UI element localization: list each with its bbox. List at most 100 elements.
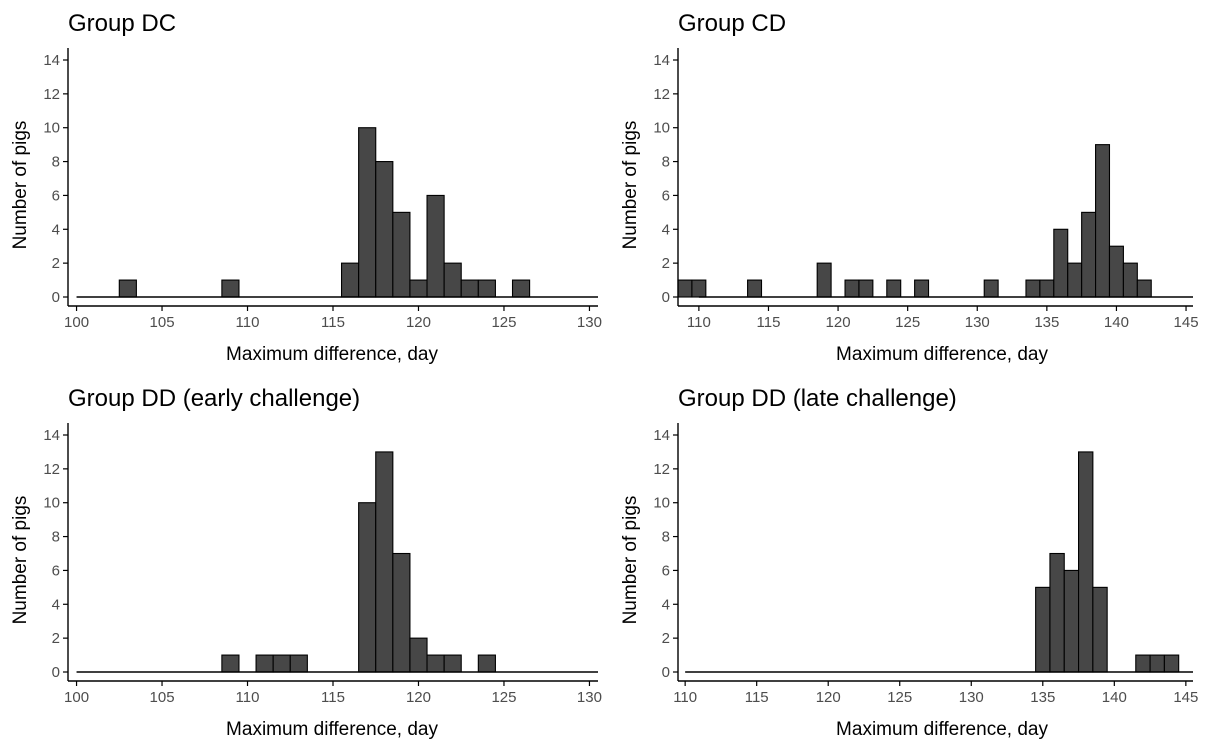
histogram-bar [1025, 279, 1041, 298]
x-tick-label: 145 [1174, 314, 1199, 331]
y-tick-label: 0 [662, 289, 670, 306]
x-tick-label: 115 [321, 314, 345, 331]
x-tick-label: 120 [816, 689, 841, 706]
x-tick-label: 145 [1173, 689, 1198, 706]
x-tick-label: 130 [577, 689, 602, 706]
y-ticks: 0 2 4 6 8 10 12 14 [43, 52, 68, 306]
x-tick-label: 100 [64, 689, 89, 706]
histogram-bar [1063, 569, 1080, 673]
histogram-bar [1163, 654, 1180, 673]
y-tick-label: 14 [653, 427, 670, 444]
panel-group-dd-early: Group DD (early challenge) Number of pig… [10, 385, 602, 740]
histogram-bar [375, 451, 394, 673]
y-tick-label: 2 [52, 255, 60, 272]
y-tick-label: 4 [52, 221, 60, 238]
y-axis-label: Number of pigs [10, 496, 31, 625]
y-tick-label: 14 [653, 52, 670, 69]
histogram-bar [1135, 654, 1151, 673]
histogram-bar [691, 279, 707, 298]
x-tick-label: 105 [150, 314, 175, 331]
histogram-bar [358, 127, 377, 298]
histogram-bar [886, 279, 902, 298]
histogram-bar [426, 654, 445, 673]
x-tick-label: 130 [959, 689, 984, 706]
x-tick-label: 135 [1034, 314, 1059, 331]
x-ticks: 100 105 110 115 120 125 130 [64, 306, 602, 331]
y-tick-label: 8 [52, 154, 60, 171]
panel-group-dc: Group DC Number of pigs Maximum differen… [10, 10, 602, 365]
x-tick-label: 105 [150, 689, 175, 706]
x-tick-label: 110 [236, 689, 260, 706]
histogram-bar [1039, 279, 1055, 298]
y-tick-label: 4 [662, 221, 670, 238]
y-tick-label: 12 [653, 461, 670, 478]
x-ticks: 110 115 120 125 130 135 140 145 [687, 306, 1199, 331]
x-tick-label: 130 [965, 314, 990, 331]
histogram-bar [409, 637, 428, 673]
y-tick-label: 10 [653, 120, 670, 137]
y-ticks: 0 2 4 6 8 10 12 14 [653, 427, 678, 681]
y-tick-label: 2 [662, 255, 670, 272]
histogram-bar [392, 211, 411, 298]
y-tick-label: 8 [662, 529, 670, 546]
histogram-bar [443, 262, 462, 298]
x-tick-label: 110 [236, 314, 260, 331]
y-tick-label: 14 [43, 52, 60, 69]
x-tick-label: 125 [887, 689, 912, 706]
x-tick-label: 130 [577, 314, 602, 331]
x-tick-label: 115 [757, 314, 781, 331]
x-tick-label: 120 [826, 314, 851, 331]
x-tick-label: 100 [64, 314, 89, 331]
y-tick-label: 10 [43, 495, 60, 512]
histogram-bar [289, 654, 308, 673]
y-axis-label: Number of pigs [620, 121, 641, 250]
y-tick-label: 2 [52, 630, 60, 647]
histogram-bar [1092, 586, 1108, 673]
y-tick-label: 0 [52, 664, 60, 681]
x-tick-label: 115 [745, 689, 769, 706]
histogram-bar [1053, 228, 1069, 298]
histogram-bar [1122, 262, 1138, 298]
x-ticks: 100 105 110 115 120 125 130 [64, 681, 602, 706]
x-tick-label: 120 [406, 689, 431, 706]
chart-title: Group DD (early challenge) [68, 385, 360, 412]
bars [221, 451, 496, 673]
y-ticks: 0 2 4 6 8 10 12 14 [653, 52, 678, 306]
x-tick-label: 120 [406, 314, 431, 331]
histogram-bar [409, 279, 428, 298]
x-tick-label: 115 [321, 689, 345, 706]
chart-title: Group DC [68, 10, 176, 37]
y-tick-label: 12 [43, 461, 60, 478]
x-axis-label: Maximum difference, day [836, 344, 1048, 365]
histogram-bar [392, 552, 411, 673]
histogram-bar [983, 279, 999, 298]
y-tick-label: 12 [653, 86, 670, 103]
y-tick-label: 10 [43, 120, 60, 137]
histogram-bar [511, 279, 531, 298]
y-tick-label: 6 [662, 562, 670, 579]
histogram-bar [272, 654, 291, 673]
y-tick-label: 0 [52, 289, 60, 306]
y-tick-label: 8 [662, 154, 670, 171]
y-tick-label: 14 [43, 427, 60, 444]
x-tick-label: 125 [491, 314, 516, 331]
y-tick-label: 0 [662, 664, 670, 681]
histogram-bar [1049, 552, 1065, 673]
histogram-bar [747, 279, 763, 298]
y-ticks: 0 2 4 6 8 10 12 14 [43, 427, 68, 681]
y-tick-label: 8 [52, 529, 60, 546]
y-tick-label: 6 [52, 187, 60, 204]
bars [1035, 451, 1180, 673]
x-tick-label: 110 [687, 314, 711, 331]
histogram-bar [1149, 654, 1165, 673]
histogram-bar [1095, 144, 1111, 298]
chart-title: Group DD (late challenge) [678, 385, 957, 412]
y-tick-label: 4 [52, 596, 60, 613]
y-tick-label: 12 [43, 86, 60, 103]
histogram-bar [1108, 245, 1124, 298]
histogram-bar [358, 502, 377, 673]
histogram-bar [914, 279, 930, 298]
x-tick-label: 110 [673, 689, 697, 706]
y-tick-label: 10 [653, 495, 670, 512]
